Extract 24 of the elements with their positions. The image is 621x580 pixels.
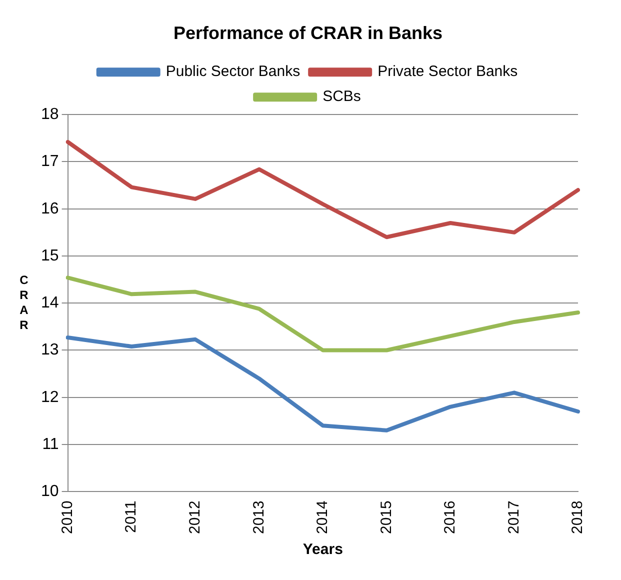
x-tick-label: 2016: [442, 500, 459, 534]
y-tick-label: 11: [42, 436, 59, 453]
y-tick-label: 18: [41, 106, 59, 124]
y-axis-title: CRAR: [20, 272, 29, 332]
y-tick-label: 10: [41, 483, 59, 500]
x-tick-label: 2013: [250, 500, 268, 534]
y-tick-label: 15: [41, 247, 59, 264]
legend-label: SCBs: [322, 88, 361, 106]
chart-title: Performance of CRAR in Banks: [173, 22, 443, 43]
y-tick-label: 14: [41, 294, 59, 312]
x-tick-label: 2017: [505, 500, 522, 534]
legend-label: Public Sector Banks: [166, 63, 300, 80]
y-tick-label: 13: [41, 342, 59, 359]
y-tick-label: 17: [41, 153, 59, 170]
x-axis-title: Years: [302, 541, 343, 558]
x-tick-label: 2018: [569, 500, 586, 534]
legend-label: Private Sector Banks: [378, 63, 518, 80]
x-tick-label: 2010: [58, 500, 76, 534]
x-tick-label: 2015: [378, 500, 395, 534]
x-tick-label: 2012: [186, 500, 204, 534]
y-tick-label: 16: [41, 200, 59, 218]
x-tick-label: 2011: [122, 500, 140, 533]
y-tick-label: 12: [41, 388, 59, 406]
x-tick-label: 2014: [314, 500, 332, 534]
